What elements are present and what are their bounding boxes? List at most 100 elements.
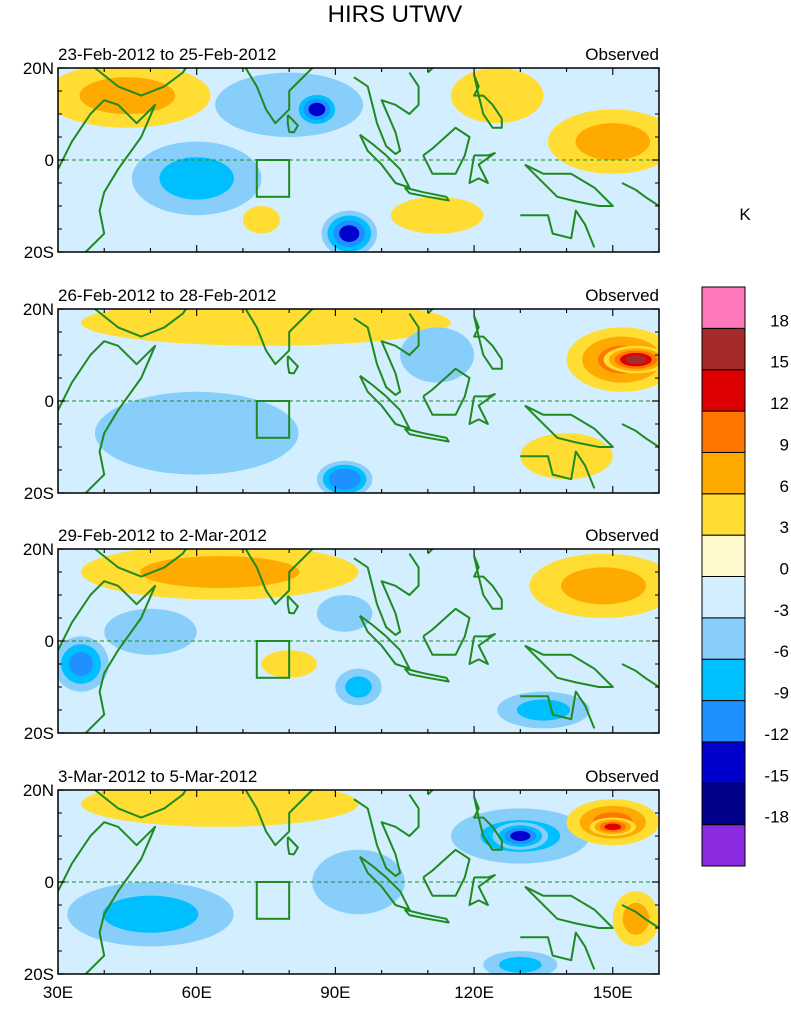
colorbar-segment (701, 700, 746, 743)
y-tick-label: 20S (24, 243, 54, 262)
coastline (286, 114, 299, 134)
coastline (524, 404, 614, 448)
colorbar-label: -18 (764, 808, 789, 827)
anomaly-contour (334, 472, 355, 486)
colorbar-segment (701, 534, 746, 578)
coastline (244, 309, 315, 366)
y-tick-label: 20S (24, 484, 54, 503)
coastline (403, 427, 450, 443)
colorbar-segment (701, 824, 746, 867)
panel-date-range: 29-Feb-2012 to 2-Mar-2012 (58, 526, 267, 545)
colorbar-label: -15 (764, 766, 789, 785)
colorbar: 18 15 12 9 6 3 0 -3 -6 -9 -12 -15 -18 K (701, 205, 789, 867)
anomaly-contour (625, 355, 647, 365)
anomaly-contour (81, 309, 451, 346)
coastline (422, 367, 471, 416)
colorbar-label: 15 (770, 353, 789, 372)
coastline (520, 690, 596, 729)
colorbar-label: -9 (774, 684, 789, 703)
colorbar-label: 0 (780, 560, 789, 579)
coastline (403, 186, 450, 202)
anomaly-contour (94, 391, 299, 475)
chart-title: HIRS UTWV (328, 1, 463, 28)
coastline (524, 644, 614, 688)
anomaly-contour (81, 790, 359, 827)
coastlines (58, 68, 659, 252)
coastline (359, 614, 411, 670)
coastline (468, 633, 496, 665)
coastline (353, 794, 420, 877)
y-tick-label: 0 (45, 392, 54, 411)
coastline (286, 355, 299, 375)
panel-date-range: 26-Feb-2012 to 28-Feb-2012 (58, 286, 276, 305)
colorbar-segment (701, 369, 746, 412)
coastline (94, 790, 188, 819)
colorbar-segment (701, 617, 746, 660)
y-tick-label: 0 (45, 151, 54, 170)
y-tick-label: 20N (23, 300, 54, 319)
colorbar-segment (701, 327, 746, 371)
coastline (58, 821, 157, 974)
coastline (244, 68, 315, 125)
coastline (468, 152, 496, 184)
coastline (359, 855, 411, 911)
coastline (473, 555, 503, 610)
panel-label: Observed (585, 526, 659, 545)
coastline (427, 790, 434, 796)
anomaly-contour (339, 225, 360, 242)
colorbar-label: 9 (780, 435, 789, 454)
colorbar-segment (701, 286, 746, 329)
anomaly-contour (345, 676, 372, 698)
coastline (403, 667, 450, 683)
panel-field (58, 790, 659, 974)
coastline (621, 663, 659, 688)
anomaly-contour (69, 652, 94, 676)
coastline (524, 885, 614, 929)
coastline (58, 340, 157, 493)
coastline (520, 450, 596, 489)
anomaly-contour (312, 849, 405, 915)
x-tick-label: 30E (43, 983, 73, 1002)
colorbar-label: 18 (770, 311, 789, 330)
y-tick-label: 0 (45, 632, 54, 651)
y-tick-label: 20S (24, 724, 54, 743)
coastline (244, 790, 315, 847)
x-tick-label: 60E (182, 983, 212, 1002)
panel-label: Observed (585, 286, 659, 305)
panel-date-range: 23-Feb-2012 to 25-Feb-2012 (58, 45, 276, 64)
coastline (58, 580, 157, 733)
colorbar-label: -6 (774, 642, 789, 661)
coastline (244, 549, 315, 606)
coastline (621, 904, 659, 929)
coastline (422, 607, 471, 656)
anomaly-contour (622, 902, 650, 935)
coastline (353, 72, 420, 155)
coastline (286, 595, 299, 615)
colorbar-label: 12 (770, 394, 789, 413)
coastline (473, 796, 503, 851)
x-tick-label: 150E (593, 983, 633, 1002)
panel-4: 3-Mar-2012 to 5-Mar-2012 Observed 20N 0 20S3… (23, 767, 660, 1002)
coastline (468, 874, 496, 906)
anomaly-contour (604, 823, 622, 831)
anomaly-contour (102, 895, 199, 933)
coastline (473, 74, 503, 129)
y-tick-label: 20N (23, 540, 54, 559)
box-region (255, 400, 291, 439)
coastline (473, 315, 503, 370)
colorbar-segment (701, 576, 746, 619)
coastline (359, 133, 411, 189)
x-tick-label: 90E (320, 983, 350, 1002)
coastline (520, 931, 596, 970)
y-tick-label: 0 (45, 873, 54, 892)
coastline (524, 163, 614, 207)
anomaly-contour (499, 956, 542, 973)
box-region (255, 881, 291, 920)
panel-2: 26-Feb-2012 to 28-Feb-2012 Observed 20N 0 20… (23, 286, 660, 503)
coastline (58, 99, 157, 252)
coastline (359, 374, 411, 430)
panel-1: 23-Feb-2012 to 25-Feb-2012 Observed 20N 0 20… (23, 45, 660, 262)
panel-date-range: 3-Mar-2012 to 5-Mar-2012 (58, 767, 257, 786)
colorbar-units: K (739, 205, 751, 224)
